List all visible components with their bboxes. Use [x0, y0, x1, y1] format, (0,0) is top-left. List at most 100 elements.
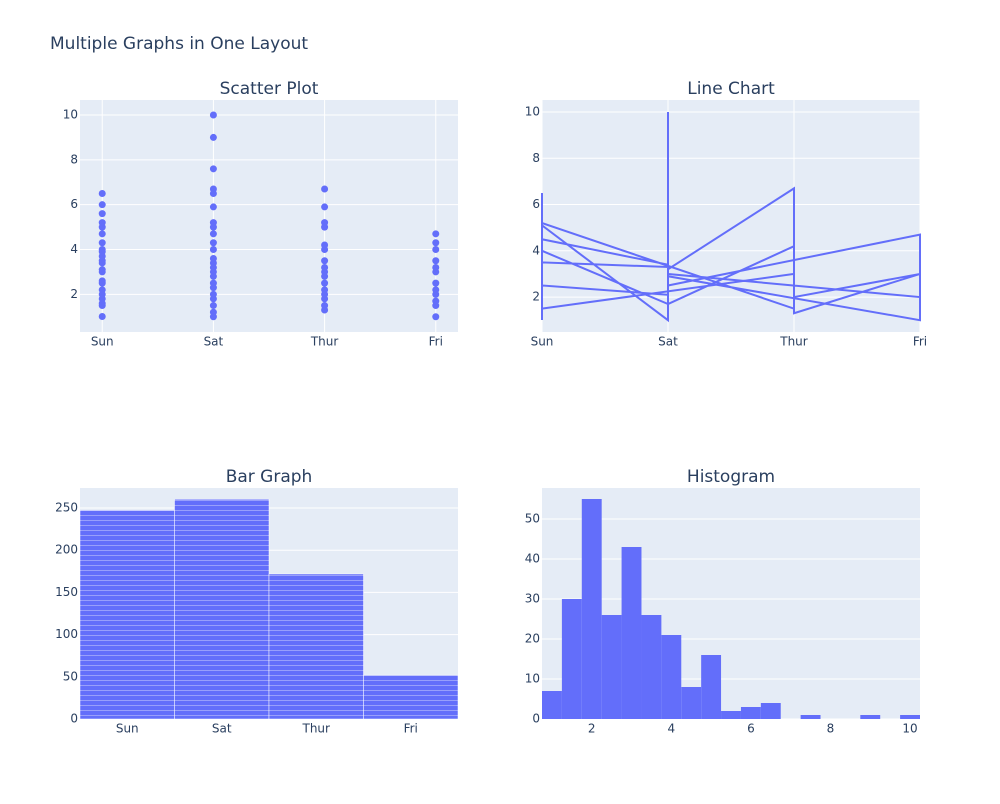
x-tick-label: 10 [902, 722, 917, 736]
histogram-bar [860, 715, 881, 719]
histogram-bar [701, 655, 722, 719]
x-tick-label: Thur [310, 335, 339, 349]
scatter-point [432, 239, 440, 247]
y-tick-label: 0 [70, 712, 78, 726]
scatter-point [432, 297, 440, 305]
scatter-point [321, 302, 329, 310]
plot-area [80, 100, 458, 332]
scatter-point [98, 219, 106, 227]
y-tick-label: 0 [532, 712, 540, 726]
x-tick-label: Sun [91, 335, 114, 349]
scatter-point [209, 230, 217, 238]
scatter-point [209, 203, 217, 211]
scatter-point [432, 263, 440, 271]
y-tick-label: 6 [70, 197, 78, 211]
scatter-point [209, 165, 217, 173]
bar [79, 509, 175, 720]
y-tick-label: 200 [55, 543, 78, 557]
scatter-point [98, 286, 106, 294]
scatter-point [432, 286, 440, 294]
x-tick-label: Thur [302, 722, 331, 736]
y-tick-label: 100 [55, 627, 78, 641]
scatter-point [98, 313, 106, 321]
histogram-bar [900, 715, 920, 719]
scatter-point [98, 277, 106, 285]
histogram-bar [601, 615, 622, 719]
scatter-point [209, 246, 217, 254]
y-tick-label: 150 [55, 585, 78, 599]
scatter-point [321, 219, 329, 227]
scatter-point [321, 279, 329, 287]
scatter-point [432, 257, 440, 265]
line-trace [541, 112, 921, 323]
scatter-point [209, 185, 217, 193]
scatter-point [209, 219, 217, 227]
bar [174, 498, 270, 720]
scatter-point [432, 313, 440, 321]
histogram-bar [721, 711, 741, 719]
scatter-point [321, 257, 329, 265]
y-tick-label: 2 [70, 287, 78, 301]
histogram-bar [542, 691, 562, 719]
scatter-point [98, 230, 106, 238]
y-tick-label: 50 [63, 669, 78, 683]
x-tick-label: Fri [429, 335, 443, 349]
x-tick-label: Sat [658, 335, 678, 349]
y-tick-label: 10 [525, 105, 540, 119]
subplot-title: Histogram [687, 467, 775, 487]
scatter-point [209, 279, 217, 287]
x-tick-label: 4 [667, 722, 675, 736]
y-tick-label: 2 [532, 290, 540, 304]
scatter-point [98, 201, 106, 209]
scatter-point [321, 286, 329, 294]
scatter-point [321, 241, 329, 249]
x-tick-label: Fri [913, 335, 927, 349]
scatter-point [209, 133, 217, 141]
subplot-title: Line Chart [687, 79, 775, 99]
x-tick-label: Sun [116, 722, 139, 736]
scatter-point [209, 302, 217, 310]
scatter-point [98, 239, 106, 247]
x-tick-label: 8 [827, 722, 835, 736]
histogram-bar [641, 615, 662, 719]
scatter-point [321, 203, 329, 211]
scatter-point [209, 239, 217, 247]
x-tick-label: Fri [404, 722, 418, 736]
x-tick-label: Sun [531, 335, 554, 349]
x-tick-label: Thur [779, 335, 808, 349]
scatter-point [209, 111, 217, 119]
histogram-bar [661, 635, 682, 719]
scatter-point [432, 246, 440, 254]
scatter-point [432, 279, 440, 287]
x-tick-label: 6 [747, 722, 755, 736]
subplot-title: Scatter Plot [220, 79, 319, 99]
y-tick-label: 40 [525, 552, 540, 566]
y-tick-label: 250 [55, 501, 78, 515]
histogram-bar [740, 707, 761, 719]
histogram-bar [681, 687, 702, 719]
subplot-title: Bar Graph [226, 467, 313, 487]
histogram-bar [800, 715, 821, 719]
x-tick-label: 2 [588, 722, 596, 736]
y-tick-label: 10 [525, 672, 540, 686]
scatter-point [98, 189, 106, 197]
y-tick-label: 30 [525, 592, 540, 606]
scatter-point [321, 185, 329, 193]
histogram-bar [621, 547, 642, 719]
y-tick-label: 8 [70, 152, 78, 166]
y-tick-label: 20 [525, 632, 540, 646]
bar [268, 573, 364, 720]
scatter-point [209, 290, 217, 298]
histogram-bar [561, 599, 582, 719]
figure-title: Multiple Graphs in One Layout [50, 34, 308, 54]
scatter-point [321, 263, 329, 271]
y-tick-label: 4 [70, 242, 78, 256]
histogram-bar [581, 499, 602, 719]
y-tick-label: 10 [63, 108, 78, 122]
x-tick-label: Sat [204, 335, 224, 349]
scatter-point [98, 246, 106, 254]
histogram-bar [760, 703, 781, 719]
scatter-point [209, 254, 217, 262]
